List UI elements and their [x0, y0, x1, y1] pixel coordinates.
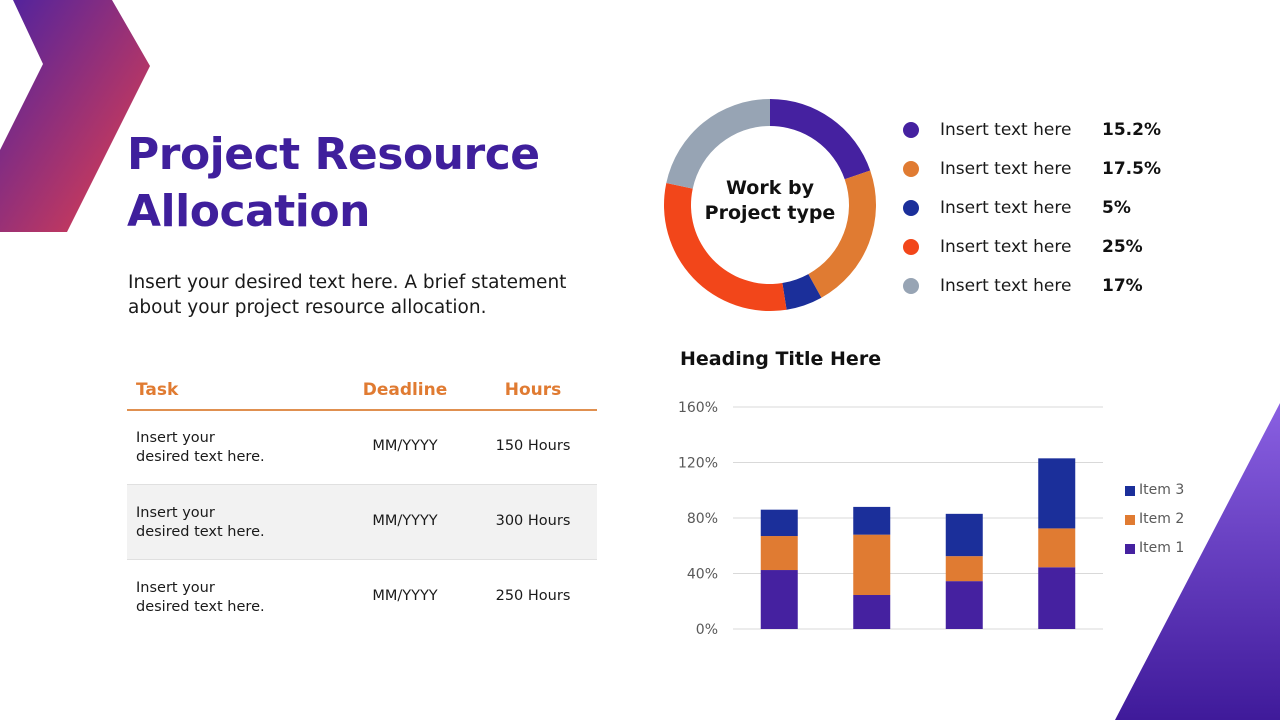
legend-value: 15.2%	[1102, 120, 1161, 140]
y-tick-label: 0%	[696, 622, 718, 638]
donut-chart	[664, 99, 876, 311]
chevron-decoration	[0, 0, 150, 232]
legend-value: 5%	[1102, 198, 1131, 218]
legend-label: Insert text here	[940, 237, 1072, 257]
bar-segment	[945, 556, 983, 582]
y-tick-label: 40%	[687, 567, 718, 583]
cell-deadline: MM/YYYY	[372, 513, 438, 529]
legend-dot-icon	[903, 278, 919, 294]
subtitle-line-2: about your project resource allocation.	[128, 297, 487, 318]
donut-slice	[666, 99, 770, 189]
row-divider	[127, 484, 597, 485]
legend-swatch-icon	[1125, 515, 1135, 525]
task-line-2: desired text here.	[136, 524, 265, 540]
bar-segment	[760, 536, 798, 571]
header-rule	[127, 409, 597, 411]
task-line-2: desired text here.	[136, 599, 265, 615]
bar-segment	[853, 534, 891, 596]
donut-center-line-2: Project type	[704, 202, 836, 224]
legend-label: Item 1	[1139, 540, 1185, 556]
bar-segment	[945, 513, 983, 557]
bar-segment	[853, 595, 891, 629]
task-line-1: Insert your	[136, 505, 215, 521]
bar-chart-title: Heading Title Here	[680, 348, 882, 370]
task-line-2: desired text here.	[136, 449, 265, 465]
legend-dot-icon	[903, 200, 919, 216]
bar-segment	[945, 581, 983, 629]
legend-value: 25%	[1102, 237, 1143, 257]
legend-label: Item 2	[1139, 511, 1185, 527]
legend-label: Insert text here	[940, 276, 1072, 296]
header-deadline: Deadline	[362, 380, 448, 400]
legend-label: Item 3	[1139, 482, 1185, 498]
title-line-1: Project Resource	[127, 129, 540, 180]
donut-slice	[782, 274, 822, 310]
corner-triangle-decoration	[1115, 403, 1280, 720]
donut-slice	[770, 99, 871, 180]
page-title: Project Resource Allocation	[127, 126, 647, 240]
donut-slice	[664, 182, 787, 311]
table-row: Insert your desired text here. MM/YYYY 2…	[127, 560, 597, 635]
stacked-bar-chart: 0% 40% 80% 120% 160%	[678, 400, 1103, 638]
y-tick-label: 80%	[687, 511, 718, 527]
row-divider	[127, 559, 597, 560]
bar-segment	[1038, 458, 1076, 529]
cell-hours: 250 Hours	[495, 588, 571, 604]
legend-swatch-icon	[1125, 486, 1135, 496]
task-line-1: Insert your	[136, 580, 215, 596]
cell-deadline: MM/YYYY	[372, 588, 438, 604]
subtitle-line-1: Insert your desired text here. A brief s…	[128, 272, 567, 293]
task-line-1: Insert your	[136, 430, 215, 446]
header-task: Task	[136, 380, 179, 400]
legend-value: 17.5%	[1102, 159, 1161, 179]
legend-label: Insert text here	[940, 159, 1072, 179]
header-hours: Hours	[504, 380, 562, 400]
table-row: Insert your desired text here. MM/YYYY 1…	[127, 410, 597, 485]
bar-segment	[853, 506, 891, 535]
cell-task: Insert your desired text here.	[136, 579, 336, 617]
y-tick-label: 160%	[678, 400, 718, 416]
bar-segment	[1038, 528, 1076, 568]
cell-hours: 300 Hours	[495, 513, 571, 529]
cell-task: Insert your desired text here.	[136, 429, 336, 467]
legend-swatch-icon	[1125, 544, 1135, 554]
subtitle: Insert your desired text here. A brief s…	[128, 270, 598, 320]
y-tick-label: 120%	[678, 456, 718, 472]
donut-center-label: Work by Project type	[690, 176, 850, 226]
donut-center-line-1: Work by	[726, 177, 814, 199]
cell-deadline: MM/YYYY	[372, 438, 438, 454]
legend-label: Insert text here	[940, 120, 1072, 140]
title-line-2: Allocation	[127, 186, 370, 237]
bar-segment	[760, 570, 798, 629]
cell-hours: 150 Hours	[495, 438, 571, 454]
legend-dot-icon	[903, 122, 919, 138]
legend-value: 17%	[1102, 276, 1143, 296]
bar-segment	[1038, 567, 1076, 629]
donut-slice	[808, 170, 876, 298]
cell-task: Insert your desired text here.	[136, 504, 336, 542]
bar-segment	[760, 509, 798, 537]
legend-dot-icon	[903, 239, 919, 255]
legend-dot-icon	[903, 161, 919, 177]
table-row: Insert your desired text here. MM/YYYY 3…	[127, 485, 597, 560]
legend-label: Insert text here	[940, 198, 1072, 218]
